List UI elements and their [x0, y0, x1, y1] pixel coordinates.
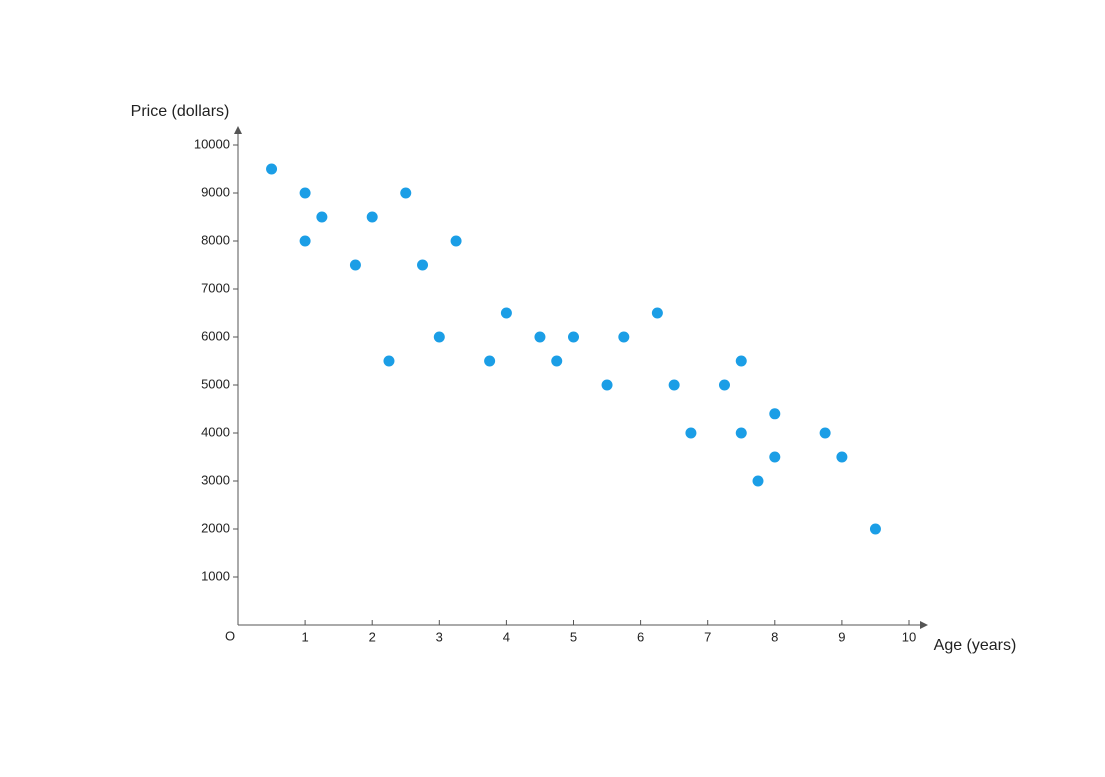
x-axis-title: Age (years) — [934, 637, 1017, 654]
point — [266, 163, 278, 175]
y-tick-label: 6000 — [201, 328, 230, 343]
origin-label: O — [225, 628, 235, 643]
y-tick-label: 8000 — [201, 232, 230, 247]
point — [819, 427, 831, 439]
point — [651, 307, 663, 319]
point — [718, 379, 730, 391]
point — [735, 355, 747, 367]
point — [769, 451, 781, 463]
x-tick-label: 8 — [771, 629, 778, 644]
x-axis-arrow — [920, 621, 928, 629]
point — [601, 379, 613, 391]
point — [685, 427, 697, 439]
y-tick-label: 1000 — [201, 568, 230, 583]
point — [450, 235, 462, 247]
x-tick-label: 5 — [570, 629, 577, 644]
point — [869, 523, 881, 535]
y-tick-label: 7000 — [201, 280, 230, 295]
y-tick-label: 10000 — [194, 136, 230, 151]
y-axis-title: Price (dollars) — [131, 103, 230, 120]
x-tick-label: 3 — [436, 629, 443, 644]
point — [668, 379, 680, 391]
y-axis-arrow — [234, 126, 242, 134]
x-tick-label: 10 — [902, 629, 916, 644]
y-tick-label: 3000 — [201, 472, 230, 487]
point — [752, 475, 764, 487]
point — [769, 408, 781, 420]
x-tick-label: 7 — [704, 629, 711, 644]
x-tick-label: 2 — [369, 629, 376, 644]
point — [433, 331, 445, 343]
point — [551, 355, 563, 367]
point — [484, 355, 496, 367]
y-tick-label: 5000 — [201, 376, 230, 391]
point — [299, 187, 311, 199]
point — [568, 331, 579, 343]
y-tick-label: 2000 — [201, 520, 230, 535]
x-tick-label: 6 — [637, 629, 644, 644]
point — [534, 331, 546, 343]
point — [735, 427, 747, 439]
point — [349, 259, 361, 271]
point — [366, 211, 378, 223]
point — [299, 235, 311, 247]
y-tick-label: 9000 — [201, 184, 230, 199]
y-tick-label: 4000 — [201, 424, 230, 439]
point — [383, 355, 395, 367]
point — [836, 451, 848, 463]
point — [400, 187, 412, 199]
x-tick-label: 4 — [503, 629, 510, 644]
point — [618, 331, 630, 343]
point — [500, 307, 512, 319]
point — [417, 259, 429, 271]
x-tick-label: 9 — [838, 629, 845, 644]
point — [316, 211, 328, 223]
x-tick-label: 1 — [301, 629, 308, 644]
